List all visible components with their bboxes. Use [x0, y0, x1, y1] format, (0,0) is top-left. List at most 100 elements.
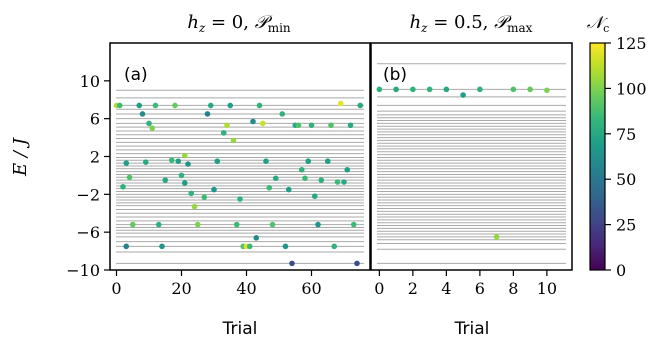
data-point [159, 243, 165, 250]
panel-b-x-label: Trial [454, 319, 490, 339]
data-point [146, 120, 152, 127]
data-point [259, 120, 266, 127]
data-point [188, 190, 195, 197]
colorbar-ticks: 125 100 75 50 25 0 [605, 34, 647, 280]
panel-a: hz = 0, 𝒫min (a) 10 6 2 −2 −6 −10 0 20 40 60 Tri… [10, 12, 371, 339]
data-point [527, 86, 533, 93]
data-point [142, 159, 149, 165]
data-point [493, 234, 500, 240]
data-point [129, 221, 136, 228]
data-point [324, 158, 331, 165]
data-point [331, 243, 338, 250]
data-point [172, 102, 178, 109]
data-point [227, 102, 234, 109]
data-point [544, 87, 550, 94]
x-tick-label: 0 [111, 279, 121, 298]
data-point [354, 260, 360, 267]
panel-a-points [113, 100, 364, 267]
data-point [155, 221, 162, 228]
data-point [266, 184, 273, 191]
data-point [126, 174, 133, 181]
data-point [305, 158, 312, 165]
data-point [162, 177, 169, 183]
data-point [211, 186, 217, 193]
panel-a-energy-levels [116, 89, 364, 264]
data-point [201, 194, 208, 200]
colorbar-tick-label: 50 [616, 170, 636, 189]
data-point [123, 243, 130, 250]
data-point [269, 221, 276, 228]
data-point [237, 196, 243, 202]
data-point [123, 160, 130, 166]
data-point [246, 243, 253, 250]
x-tick-label: 4 [441, 279, 451, 298]
panel-a-x-label: Trial [222, 319, 258, 339]
data-point [308, 122, 315, 129]
colorbar-tick-label: 25 [616, 216, 636, 235]
data-point [175, 158, 182, 165]
data-point [220, 130, 227, 136]
data-point [181, 152, 188, 159]
x-tick-label: 2 [408, 279, 418, 298]
data-point [443, 86, 450, 93]
panel-a-y-axis: 10 6 2 −2 −6 −10 [66, 72, 110, 280]
x-tick-label: 40 [236, 279, 256, 298]
data-point [253, 235, 260, 241]
data-point [311, 193, 318, 200]
data-point [178, 172, 185, 179]
y-tick-label: 6 [90, 110, 100, 129]
data-point [136, 102, 143, 109]
data-point [334, 179, 341, 185]
data-point [191, 203, 198, 210]
data-point [295, 122, 302, 129]
y-axis-label: E / J [10, 136, 31, 177]
data-point [204, 111, 211, 117]
colorbar-tick-label: 0 [616, 261, 626, 280]
panel-b: hz = 0.5, 𝒫max (b) 0 2 4 6 8 10 Trial [370, 12, 573, 339]
data-point [393, 86, 399, 93]
panel-a-title: hz = 0, 𝒫min [187, 12, 291, 35]
data-point [168, 157, 175, 164]
data-point [328, 122, 334, 129]
data-point [250, 118, 256, 125]
data-point [302, 175, 308, 182]
data-point [152, 102, 159, 109]
colorbar-gradient [590, 43, 605, 270]
panel-a-x-axis: 0 20 40 60 [111, 270, 322, 298]
data-point [357, 102, 364, 109]
panel-b-energy-levels [377, 63, 566, 264]
y-tick-label: 2 [90, 148, 100, 167]
data-point [350, 221, 357, 228]
data-point [116, 102, 123, 109]
x-tick-label: 0 [374, 279, 384, 298]
panel-b-frame [370, 42, 573, 271]
data-point [410, 86, 416, 93]
colorbar-tick-label: 125 [616, 34, 647, 53]
data-point [341, 179, 347, 185]
panel-b-label: (b) [383, 65, 407, 85]
data-point [285, 186, 292, 193]
data-point [279, 111, 286, 117]
y-tick-label: −10 [66, 261, 100, 280]
data-point [282, 243, 289, 250]
x-tick-label: 6 [475, 279, 485, 298]
panel-b-title: hz = 0.5, 𝒫max [410, 12, 533, 35]
x-tick-label: 60 [301, 279, 321, 298]
panel-b-x-axis: 0 2 4 6 8 10 [374, 270, 557, 298]
data-point [256, 102, 263, 109]
data-point [120, 183, 126, 190]
colorbar-tick-label: 100 [616, 79, 647, 98]
data-point [224, 122, 230, 129]
data-point [139, 111, 146, 117]
colorbar: 𝒩c 125 100 75 50 25 0 [587, 13, 647, 280]
panel-a-label: (a) [124, 65, 148, 85]
colorbar-tick-label: 75 [616, 125, 636, 144]
data-point [315, 221, 321, 228]
data-point [347, 122, 354, 129]
data-point [263, 158, 269, 165]
y-tick-label: −2 [76, 185, 100, 204]
panel-a-frame [109, 42, 371, 271]
data-point [214, 158, 221, 165]
data-point [289, 260, 295, 267]
